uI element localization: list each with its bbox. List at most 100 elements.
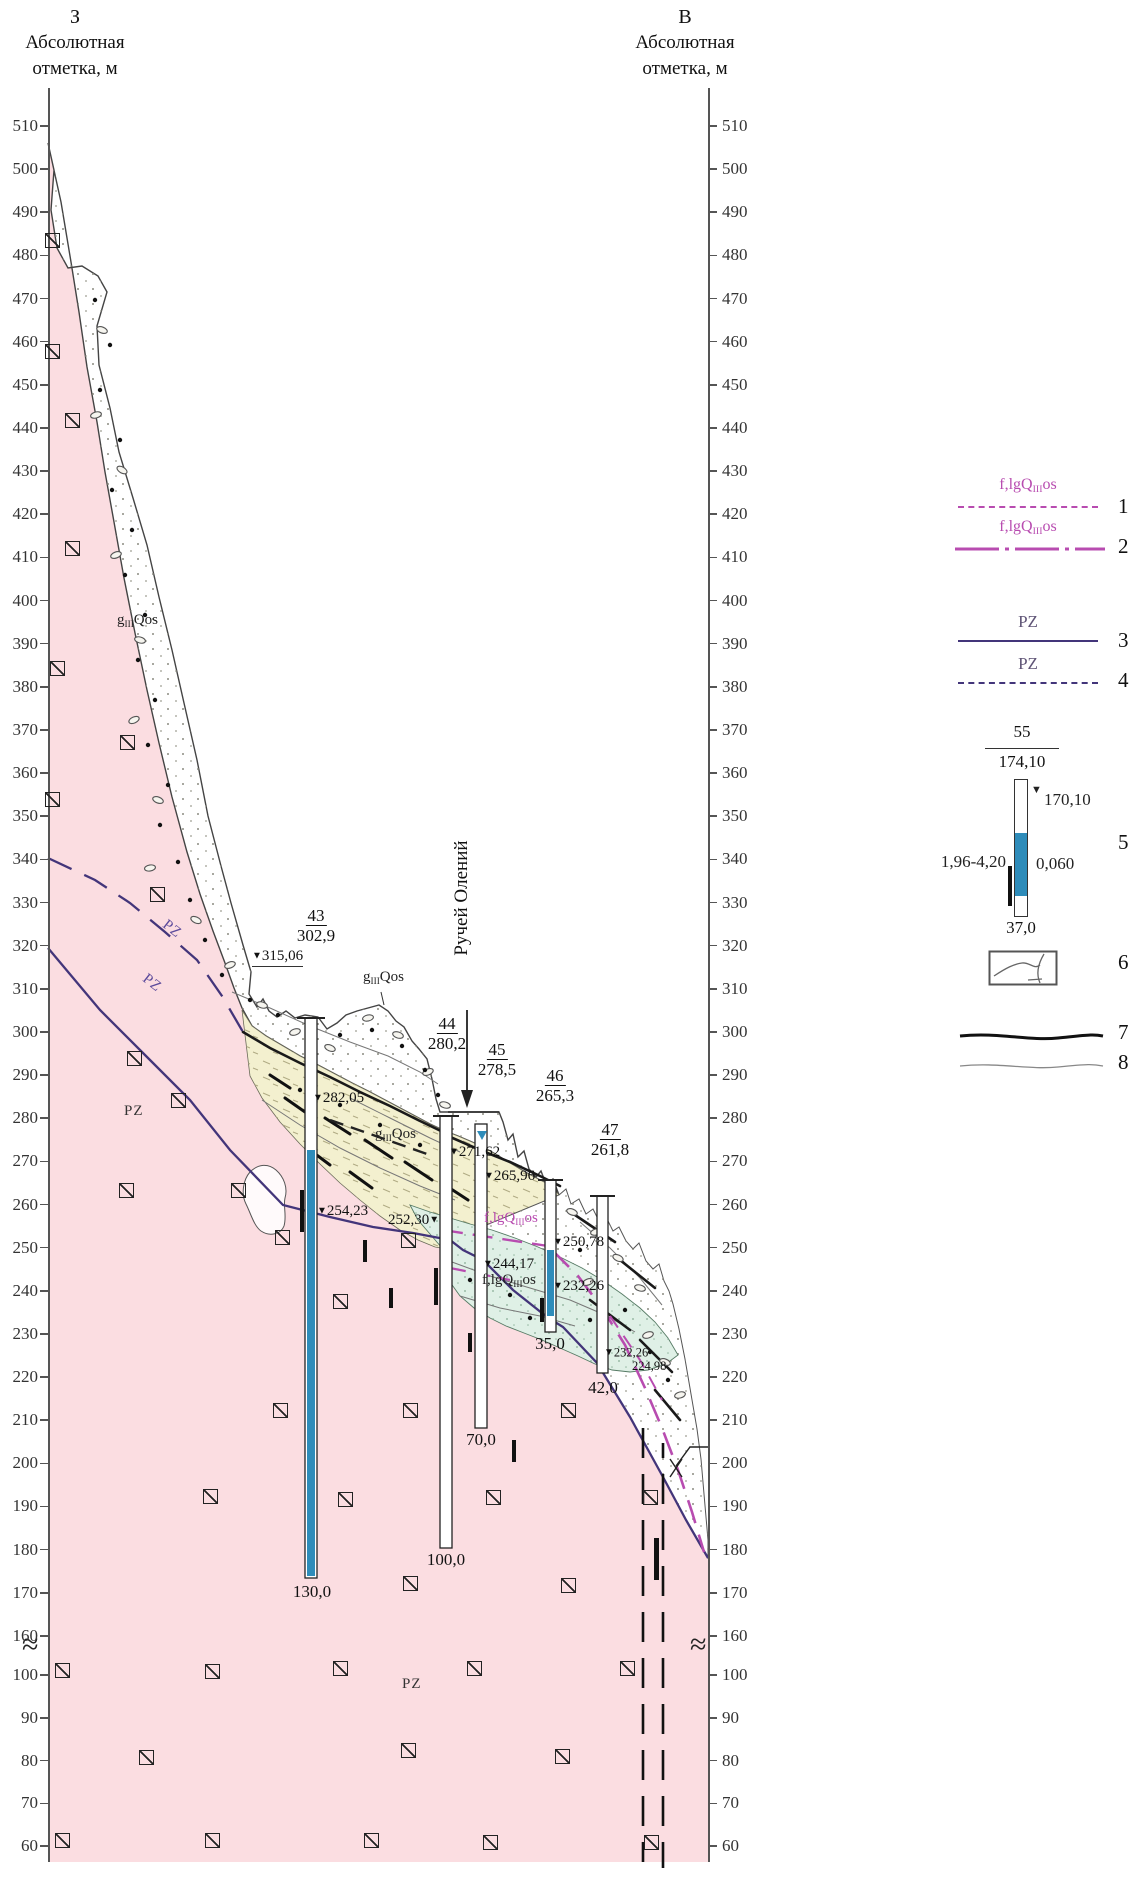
bedrock-hatch-symbol (555, 1749, 570, 1764)
water-level-mark: ▼232,26 (553, 1278, 605, 1294)
axis-tick-label: 170 (722, 1582, 748, 1602)
axis-tick-label: 200 (722, 1453, 748, 1473)
creek-arrow (461, 1010, 473, 1108)
legend-3-line (958, 640, 1098, 642)
axis-tick (709, 556, 717, 559)
bedrock-hatch-symbol (119, 1183, 134, 1198)
axis-tick (40, 1674, 48, 1676)
pz-label: PZ (402, 1676, 422, 1692)
axis-tick (40, 642, 48, 645)
axis-tick-label: 510 (12, 116, 39, 135)
axis-tick (40, 1031, 48, 1033)
axis-tick-label: 470 (722, 288, 748, 308)
axis-tick-label: 400 (12, 590, 39, 610)
water-level-mark: ▼250,78 (553, 1234, 605, 1250)
label-leader-line (380, 991, 385, 1006)
water-level-icon: ▼ (483, 1258, 493, 1270)
axis-tick-label: 200 (12, 1453, 39, 1473)
axis-tick (40, 254, 48, 257)
axis-tick (40, 1505, 48, 1508)
axis-tick-label: 170 (12, 1582, 39, 1602)
legend-borehole-divider (985, 748, 1059, 749)
axis-tick-label: 420 (722, 504, 748, 524)
legend-4-label: PZ (1018, 654, 1038, 673)
legend-8-number: 8 (1118, 1050, 1129, 1074)
bedrock-hatch-symbol (561, 1403, 576, 1418)
bedrock-hatch-symbol (561, 1578, 576, 1593)
axis-tick-label: 440 (12, 417, 39, 437)
unit-label: f,lgQIIIos (484, 1210, 538, 1228)
axis-tick (709, 772, 717, 774)
bedrock-hatch-symbol (203, 1489, 218, 1504)
axis-tick-label: 160 (722, 1625, 748, 1645)
bedrock-hatch-symbol (65, 413, 80, 428)
legend-2-line (955, 547, 1105, 551)
unit-label: f,lgQIIIos (482, 1272, 536, 1290)
axis-tick (709, 1246, 717, 1249)
axis-tick-label: 190 (12, 1496, 39, 1516)
bedrock-hatch-symbol (139, 1750, 154, 1765)
till-dashed-clast-line (329, 1118, 431, 1157)
water-level-mark: ▼315,06 (252, 948, 304, 967)
axis-tick (709, 901, 717, 904)
water-level-mark: 224,98 (632, 1359, 667, 1373)
bedrock-hatch-symbol (205, 1664, 220, 1679)
axis-tick-label: 480 (12, 245, 39, 265)
axis-tick-label: 60 (722, 1836, 739, 1856)
axis-tick (40, 686, 48, 688)
bedrock-area (48, 143, 708, 1862)
axis-tick-label: 280 (12, 1108, 39, 1128)
axis-tick (40, 729, 48, 731)
bedrock-hatch-symbol (483, 1835, 498, 1850)
direction-west-label: З (69, 6, 81, 28)
pz-label: PZ (124, 1103, 144, 1119)
axis-tick (40, 1635, 48, 1637)
legend-water-level-value: 170,10 (1044, 790, 1091, 809)
bedrock-hatch-symbol (205, 1833, 220, 1848)
axis-tick (40, 513, 48, 516)
axis-tick (709, 513, 717, 516)
creek-label: Ручей Олений (451, 840, 472, 956)
borehole-depth-label: 70,0 (466, 1430, 496, 1449)
axis-tick (40, 1548, 48, 1551)
water-level-mark: ▼254,23 (317, 1203, 369, 1219)
axis-tick (40, 1117, 48, 1119)
axis-tick-label: 350 (722, 806, 748, 826)
axis-tick (40, 901, 48, 904)
axis-tick (709, 1333, 717, 1335)
legend-1-line (958, 506, 1098, 508)
axis-tick (40, 815, 48, 818)
interval-bars (300, 1190, 659, 1580)
water-level-mark: ▼244,17 (483, 1256, 535, 1272)
right-axis-title-line2: отметка, м (642, 58, 728, 79)
axis-tick (40, 1074, 48, 1076)
water-level-icon: ▼ (553, 1236, 563, 1248)
spring-symbol (669, 1446, 708, 1478)
axis-tick-label: 390 (722, 633, 748, 653)
axis-tick-label: 160 (12, 1625, 39, 1645)
pebble-symbols (90, 326, 686, 1399)
axis-tick (40, 340, 48, 343)
axis-tick (40, 297, 48, 300)
legend-6-symbol (988, 950, 1058, 986)
left-axis-break: ≈ (22, 1628, 39, 1661)
borehole-46-column (538, 1179, 563, 1333)
legend-borehole-number: 55 (1013, 722, 1031, 741)
bedrock-hatch-symbol (171, 1093, 186, 1108)
axis-tick (40, 211, 48, 214)
axis-tick-label: 280 (722, 1108, 748, 1128)
axis-tick-label: 480 (722, 245, 748, 265)
axis-tick-label: 310 (12, 978, 39, 998)
legend-3-number: 3 (1118, 628, 1129, 652)
left-axis-header: З Абсолютная отметка, м (0, 4, 150, 82)
axis-tick (709, 988, 717, 990)
axis-tick (40, 1376, 48, 1378)
bedrock-hatch-symbol (50, 661, 65, 676)
axis-tick-label: 210 (722, 1410, 748, 1430)
axis-tick (709, 729, 717, 731)
axis-tick (709, 1759, 717, 1762)
axis-tick (40, 1591, 48, 1594)
pz-roof-line (47, 947, 709, 1559)
axis-tick (709, 1802, 717, 1805)
